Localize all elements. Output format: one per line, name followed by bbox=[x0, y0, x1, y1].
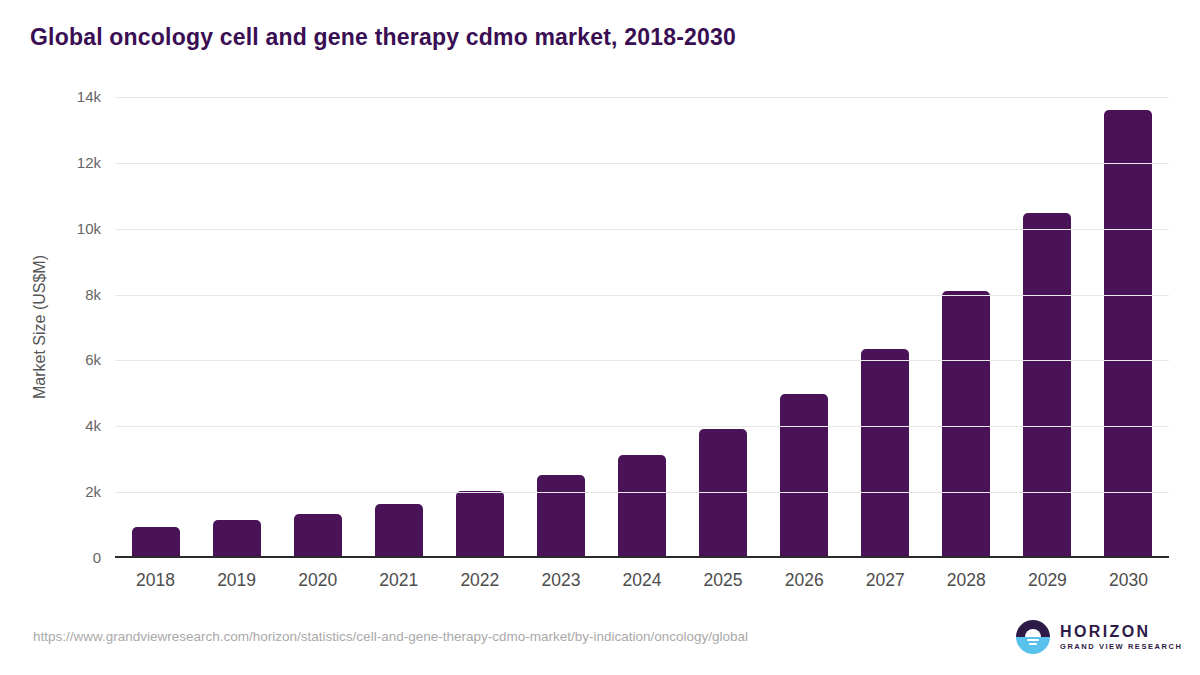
gridline-12k bbox=[115, 163, 1169, 164]
x-tick-label-2030: 2030 bbox=[1088, 570, 1169, 591]
gridline-14k bbox=[115, 97, 1169, 98]
bar-slot-2029 bbox=[1007, 97, 1088, 556]
bar-slot-2022 bbox=[439, 97, 520, 556]
horizon-sunset-icon bbox=[1016, 620, 1050, 654]
logo-subtitle: GRAND VIEW RESEARCH bbox=[1060, 642, 1182, 651]
bar-2027[interactable] bbox=[861, 349, 909, 557]
x-tick-label-2028: 2028 bbox=[926, 570, 1007, 591]
y-tick-label-2k: 2k bbox=[0, 483, 101, 501]
x-tick-label-2019: 2019 bbox=[196, 570, 277, 591]
x-tick-label-2025: 2025 bbox=[683, 570, 764, 591]
bar-2030[interactable] bbox=[1104, 110, 1152, 556]
gridline-8k bbox=[115, 295, 1169, 296]
x-tick-label-2026: 2026 bbox=[764, 570, 845, 591]
y-tick-label-14k: 14k bbox=[0, 88, 101, 106]
bar-slot-2024 bbox=[601, 97, 682, 556]
bar-2021[interactable] bbox=[375, 504, 423, 556]
y-tick-label-6k: 6k bbox=[0, 351, 101, 369]
source-url: https://www.grandviewresearch.com/horizo… bbox=[33, 629, 748, 644]
bar-slot-2019 bbox=[196, 97, 277, 556]
y-tick-label-0: 0 bbox=[0, 549, 101, 567]
bar-2019[interactable] bbox=[213, 520, 261, 556]
bar-2029[interactable] bbox=[1023, 213, 1071, 556]
bars-container bbox=[115, 97, 1169, 556]
y-axis: 02k4k6k8k10k12k14k bbox=[0, 97, 101, 558]
plot-area bbox=[115, 97, 1169, 558]
gridline-10k bbox=[115, 229, 1169, 230]
bar-2023[interactable] bbox=[537, 475, 585, 556]
x-tick-label-2022: 2022 bbox=[439, 570, 520, 591]
logo-text: HORIZON GRAND VIEW RESEARCH bbox=[1060, 623, 1182, 651]
bar-slot-2025 bbox=[683, 97, 764, 556]
y-tick-label-10k: 10k bbox=[0, 220, 101, 238]
bar-2018[interactable] bbox=[132, 527, 180, 556]
bar-slot-2023 bbox=[520, 97, 601, 556]
x-tick-label-2018: 2018 bbox=[115, 570, 196, 591]
bar-2026[interactable] bbox=[780, 394, 828, 556]
bar-slot-2030 bbox=[1088, 97, 1169, 556]
gridline-2k bbox=[115, 492, 1169, 493]
x-tick-label-2023: 2023 bbox=[520, 570, 601, 591]
sun-dome bbox=[1025, 629, 1041, 637]
bar-slot-2026 bbox=[764, 97, 845, 556]
bar-slot-2028 bbox=[926, 97, 1007, 556]
bar-2020[interactable] bbox=[294, 514, 342, 556]
reflection-dash bbox=[1029, 643, 1037, 645]
y-tick-label-12k: 12k bbox=[0, 154, 101, 172]
reflection-dash bbox=[1027, 639, 1039, 641]
y-tick-label-8k: 8k bbox=[0, 286, 101, 304]
bar-2022[interactable] bbox=[456, 491, 504, 556]
x-tick-label-2021: 2021 bbox=[358, 570, 439, 591]
bar-slot-2018 bbox=[115, 97, 196, 556]
gridline-4k bbox=[115, 426, 1169, 427]
x-tick-label-2024: 2024 bbox=[601, 570, 682, 591]
logo-name: HORIZON bbox=[1060, 623, 1182, 641]
bar-slot-2020 bbox=[277, 97, 358, 556]
x-tick-label-2027: 2027 bbox=[845, 570, 926, 591]
x-tick-label-2029: 2029 bbox=[1007, 570, 1088, 591]
bar-slot-2027 bbox=[845, 97, 926, 556]
bar-2024[interactable] bbox=[618, 455, 666, 556]
horizon-logo: HORIZON GRAND VIEW RESEARCH bbox=[1016, 620, 1182, 654]
bar-2028[interactable] bbox=[942, 291, 990, 556]
y-tick-label-4k: 4k bbox=[0, 417, 101, 435]
x-axis: 2018201920202021202220232024202520262027… bbox=[115, 570, 1169, 591]
bar-slot-2021 bbox=[358, 97, 439, 556]
chart-title: Global oncology cell and gene therapy cd… bbox=[30, 24, 736, 51]
gridline-6k bbox=[115, 360, 1169, 361]
x-tick-label-2020: 2020 bbox=[277, 570, 358, 591]
